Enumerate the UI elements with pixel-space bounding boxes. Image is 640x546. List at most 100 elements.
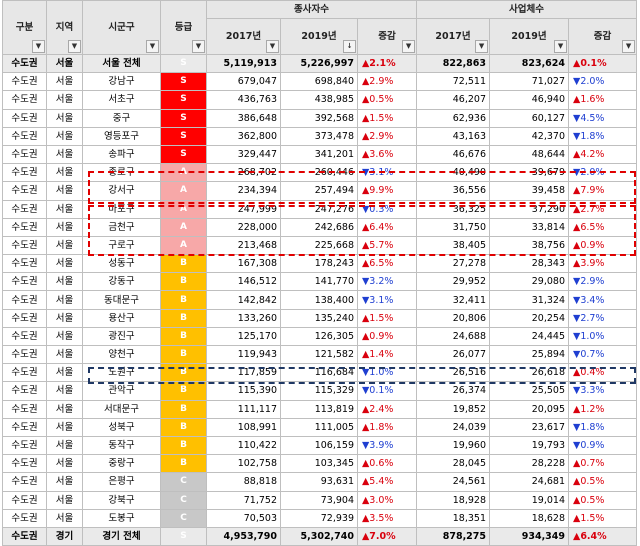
- cell-businesses-2017[interactable]: 878,275: [416, 526, 491, 546]
- cell-employees-2017[interactable]: 117,859: [206, 363, 281, 383]
- cell-businesses-2017[interactable]: 28,045: [416, 454, 491, 474]
- cell-businesses-change[interactable]: ▼2.0%: [568, 163, 638, 183]
- cell-group[interactable]: 수도권: [2, 399, 47, 419]
- cell-group[interactable]: 수도권: [2, 108, 47, 128]
- cell-grade[interactable]: S: [160, 126, 207, 146]
- cell-businesses-2017[interactable]: 24,561: [416, 472, 491, 492]
- cell-grade[interactable]: C: [160, 508, 207, 528]
- cell-employees-2017[interactable]: 329,447: [206, 144, 281, 165]
- cell-businesses-2019[interactable]: 42,370: [489, 126, 570, 146]
- cell-employees-change[interactable]: ▼0.3%: [356, 199, 418, 219]
- cell-businesses-change[interactable]: ▼2.9%: [568, 272, 638, 292]
- cell-businesses-change[interactable]: ▲0.5%: [568, 472, 638, 492]
- cell-businesses-2019[interactable]: 31,324: [489, 290, 570, 310]
- cell-employees-2017[interactable]: 111,117: [206, 399, 281, 419]
- cell-employees-2019[interactable]: 178,243: [280, 254, 358, 274]
- cell-grade[interactable]: B: [160, 454, 207, 474]
- cell-area[interactable]: 서울: [46, 417, 83, 437]
- cell-group[interactable]: 수도권: [2, 435, 47, 456]
- cell-businesses-2019[interactable]: 60,127: [489, 108, 570, 128]
- cell-employees-2017[interactable]: 234,394: [206, 181, 281, 201]
- cell-employees-change[interactable]: ▲0.9%: [356, 326, 418, 347]
- cell-employees-2019[interactable]: 106,159: [280, 435, 358, 456]
- cell-businesses-change[interactable]: ▼1.0%: [568, 326, 638, 347]
- col-header-area[interactable]: 지역 ▼: [46, 0, 83, 55]
- cell-businesses-2017[interactable]: 24,039: [416, 417, 491, 437]
- filter-dropdown-icon[interactable]: ▼: [554, 40, 568, 53]
- cell-businesses-2019[interactable]: 25,894: [489, 344, 570, 365]
- cell-employees-2017[interactable]: 268,702: [206, 163, 281, 183]
- cell-businesses-2019[interactable]: 26,618: [489, 363, 570, 383]
- cell-district[interactable]: 서초구: [82, 90, 161, 110]
- cell-group[interactable]: 수도권: [2, 254, 47, 274]
- cell-area[interactable]: 서울: [46, 472, 83, 492]
- cell-employees-2017[interactable]: 146,512: [206, 272, 281, 292]
- cell-grade[interactable]: A: [160, 235, 207, 256]
- cell-employees-change[interactable]: ▲0.6%: [356, 454, 418, 474]
- cell-area[interactable]: 서울: [46, 308, 83, 328]
- cell-group[interactable]: 수도권: [2, 199, 47, 219]
- cell-businesses-change[interactable]: ▼0.9%: [568, 435, 638, 456]
- cell-businesses-2017[interactable]: 32,411: [416, 290, 491, 310]
- filter-dropdown-icon[interactable]: ▼: [68, 40, 81, 53]
- cell-area[interactable]: 서울: [46, 181, 83, 201]
- cell-employees-2019[interactable]: 111,005: [280, 417, 358, 437]
- cell-businesses-change[interactable]: ▲2.7%: [568, 199, 638, 219]
- cell-area[interactable]: 경기: [46, 526, 83, 546]
- cell-businesses-2017[interactable]: 26,374: [416, 381, 491, 401]
- cell-group[interactable]: 수도권: [2, 217, 47, 237]
- cell-district[interactable]: 노원구: [82, 363, 161, 383]
- filter-dropdown-icon[interactable]: ▼: [266, 40, 279, 53]
- cell-businesses-2017[interactable]: 26,516: [416, 363, 491, 383]
- cell-district[interactable]: 광진구: [82, 326, 161, 347]
- sort-descending-icon[interactable]: ↓: [343, 40, 356, 53]
- filter-dropdown-icon[interactable]: ▼: [192, 40, 205, 53]
- cell-group[interactable]: 수도권: [2, 72, 47, 92]
- cell-district[interactable]: 성북구: [82, 417, 161, 437]
- cell-employees-2017[interactable]: 213,468: [206, 235, 281, 256]
- cell-businesses-change[interactable]: ▲1.2%: [568, 399, 638, 419]
- cell-area[interactable]: 서울: [46, 381, 83, 401]
- cell-businesses-change[interactable]: ▲0.9%: [568, 235, 638, 256]
- cell-district[interactable]: 종로구: [82, 163, 161, 183]
- cell-district[interactable]: 강남구: [82, 72, 161, 92]
- cell-employees-2019[interactable]: 698,840: [280, 72, 358, 92]
- cell-employees-change[interactable]: ▲2.1%: [356, 53, 418, 74]
- cell-group[interactable]: 수도권: [2, 381, 47, 401]
- cell-employees-2019[interactable]: 341,201: [280, 144, 358, 165]
- cell-businesses-2019[interactable]: 38,756: [489, 235, 570, 256]
- cell-employees-change[interactable]: ▲6.5%: [356, 254, 418, 274]
- cell-employees-2019[interactable]: 73,904: [280, 490, 358, 510]
- cell-group[interactable]: 수도권: [2, 308, 47, 328]
- col-header-emp-2017[interactable]: 2017년 ▼: [206, 18, 281, 55]
- cell-group[interactable]: 수도권: [2, 144, 47, 165]
- cell-district[interactable]: 성동구: [82, 254, 161, 274]
- cell-district[interactable]: 동대문구: [82, 290, 161, 310]
- cell-employees-2019[interactable]: 257,494: [280, 181, 358, 201]
- cell-employees-2017[interactable]: 125,170: [206, 326, 281, 347]
- cell-businesses-2017[interactable]: 36,556: [416, 181, 491, 201]
- cell-businesses-change[interactable]: ▲0.4%: [568, 363, 638, 383]
- cell-businesses-change[interactable]: ▲0.5%: [568, 490, 638, 510]
- cell-businesses-change[interactable]: ▼3.3%: [568, 381, 638, 401]
- cell-employees-change[interactable]: ▲5.4%: [356, 472, 418, 492]
- cell-businesses-2017[interactable]: 43,163: [416, 126, 491, 146]
- cell-grade[interactable]: S: [160, 144, 207, 165]
- cell-district[interactable]: 은평구: [82, 472, 161, 492]
- cell-employees-2017[interactable]: 228,000: [206, 217, 281, 237]
- cell-employees-change[interactable]: ▼3.2%: [356, 272, 418, 292]
- cell-district[interactable]: 용산구: [82, 308, 161, 328]
- cell-group[interactable]: 수도권: [2, 526, 47, 546]
- cell-businesses-2019[interactable]: 48,644: [489, 144, 570, 165]
- cell-businesses-2017[interactable]: 18,351: [416, 508, 491, 528]
- cell-businesses-2019[interactable]: 24,445: [489, 326, 570, 347]
- cell-employees-2017[interactable]: 119,943: [206, 344, 281, 365]
- cell-businesses-2019[interactable]: 46,940: [489, 90, 570, 110]
- col-header-emp-change[interactable]: 증감 ▼: [356, 18, 418, 55]
- cell-businesses-2019[interactable]: 37,290: [489, 199, 570, 219]
- cell-employees-change[interactable]: ▲3.0%: [356, 490, 418, 510]
- cell-district[interactable]: 영등포구: [82, 126, 161, 146]
- cell-businesses-2017[interactable]: 40,490: [416, 163, 491, 183]
- cell-group[interactable]: 수도권: [2, 344, 47, 365]
- cell-businesses-2017[interactable]: 20,806: [416, 308, 491, 328]
